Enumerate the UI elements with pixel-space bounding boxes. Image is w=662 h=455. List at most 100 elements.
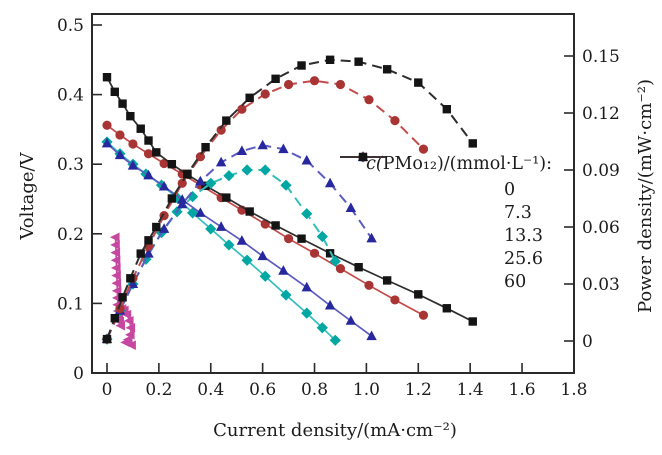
data-point-marker bbox=[241, 164, 253, 176]
data-point-marker bbox=[115, 304, 125, 314]
data-point-marker bbox=[364, 95, 374, 105]
data-point-marker bbox=[335, 79, 346, 90]
data-point-marker bbox=[102, 120, 112, 130]
y-left-tick-label: 0 bbox=[73, 364, 84, 384]
x-tick-label: 1.4 bbox=[457, 380, 484, 400]
data-point-marker bbox=[260, 89, 270, 99]
series-60-power bbox=[102, 55, 477, 344]
legend-entry-label: 60 bbox=[504, 271, 527, 292]
data-point-marker bbox=[115, 130, 125, 140]
data-point-marker bbox=[283, 234, 294, 244]
data-point-marker bbox=[222, 193, 231, 202]
data-point-marker bbox=[127, 159, 139, 170]
data-point-marker bbox=[390, 295, 400, 305]
data-point-marker bbox=[468, 317, 477, 326]
y-left-tick-label: 0.4 bbox=[57, 86, 84, 106]
data-point-marker bbox=[271, 74, 280, 83]
x-tick-label: 1.8 bbox=[560, 380, 587, 400]
data-point-marker bbox=[127, 278, 139, 288]
y-right-tick-label: 0.15 bbox=[582, 47, 620, 67]
data-point-marker bbox=[257, 139, 268, 150]
data-point-marker bbox=[215, 156, 227, 167]
data-point-marker bbox=[316, 322, 328, 334]
data-point-marker bbox=[144, 236, 153, 245]
data-point-marker bbox=[278, 143, 289, 154]
data-point-marker bbox=[102, 334, 112, 344]
data-point-marker bbox=[114, 149, 126, 160]
data-point-marker bbox=[110, 240, 120, 250]
data-point-marker bbox=[121, 309, 132, 320]
data-point-marker bbox=[216, 125, 226, 135]
data-point-marker bbox=[414, 78, 423, 87]
data-point-marker bbox=[195, 207, 206, 217]
data-point-marker bbox=[280, 289, 292, 301]
data-point-marker bbox=[354, 57, 363, 66]
data-point-marker bbox=[158, 180, 170, 191]
data-point-marker bbox=[301, 307, 313, 319]
data-point-marker bbox=[245, 207, 254, 216]
data-point-marker bbox=[280, 179, 292, 191]
data-point-marker bbox=[110, 247, 121, 258]
data-point-marker bbox=[136, 124, 145, 133]
data-point-marker bbox=[345, 202, 357, 212]
data-point-marker bbox=[382, 65, 392, 74]
legend-rows: 0 7.3 13.3 25.6 60 bbox=[340, 151, 556, 293]
data-point-marker bbox=[414, 290, 423, 299]
data-point-marker bbox=[159, 158, 169, 169]
data-point-marker bbox=[309, 76, 320, 86]
y-axis-label-left: Voltage/V bbox=[17, 152, 38, 240]
data-point-marker bbox=[301, 154, 312, 165]
data-point-marker bbox=[309, 248, 320, 258]
series-0-voltage bbox=[109, 232, 136, 350]
data-point-marker bbox=[366, 232, 377, 243]
x-tick-label: 0 bbox=[102, 380, 113, 400]
data-point-marker bbox=[123, 316, 134, 326]
x-tick-label: 1.6 bbox=[509, 380, 536, 400]
series-13.3-power bbox=[101, 139, 377, 344]
data-point-marker bbox=[109, 232, 120, 243]
data-point-marker bbox=[110, 314, 119, 323]
data-point-marker bbox=[177, 198, 188, 209]
series-60-voltage bbox=[102, 73, 477, 326]
legend: c(PMo₁₂)/(mmol·L⁻¹): 0 7.3 13.3 25.6 60 bbox=[340, 150, 556, 293]
data-point-marker bbox=[158, 223, 170, 233]
legend-entry-label: 13.3 bbox=[504, 225, 543, 246]
legend-square-swatch bbox=[340, 152, 386, 162]
data-point-marker bbox=[390, 116, 400, 126]
data-point-marker bbox=[111, 278, 122, 289]
x-tick-label: 0.4 bbox=[197, 380, 224, 400]
data-point-marker bbox=[297, 234, 306, 243]
data-point-marker bbox=[324, 299, 336, 310]
data-point-marker bbox=[143, 248, 154, 258]
x-tick-label: 0.6 bbox=[249, 380, 276, 400]
data-point-marker bbox=[152, 148, 161, 157]
legend-entry-7.3: 7.3 bbox=[340, 151, 556, 224]
data-point-marker bbox=[118, 99, 127, 108]
data-point-marker bbox=[468, 139, 477, 148]
data-point-marker bbox=[115, 320, 126, 331]
data-point-marker bbox=[236, 145, 248, 155]
data-point-marker bbox=[126, 340, 136, 350]
legend-entry-13.3: 13.3 bbox=[340, 151, 556, 247]
legend-entry-25.6: 25.6 bbox=[340, 152, 556, 270]
x-tick-label: 0.8 bbox=[301, 380, 328, 400]
data-point-marker bbox=[358, 152, 368, 162]
data-point-marker bbox=[126, 274, 135, 283]
data-point-marker bbox=[201, 143, 210, 152]
y-right-tick-label: 0.03 bbox=[582, 275, 620, 295]
data-point-marker bbox=[245, 93, 254, 102]
data-point-marker bbox=[325, 55, 335, 64]
data-point-marker bbox=[126, 111, 135, 121]
data-point-marker bbox=[110, 263, 121, 273]
data-point-marker bbox=[118, 293, 127, 302]
plot-frame bbox=[91, 13, 575, 374]
data-point-marker bbox=[102, 73, 112, 82]
x-axis-label: Current density/(mA·cm⁻²) bbox=[213, 420, 457, 441]
data-point-marker bbox=[143, 149, 154, 159]
data-point-marker bbox=[354, 263, 363, 272]
data-point-marker bbox=[324, 177, 336, 188]
y-left-tick-label: 0.3 bbox=[57, 155, 84, 175]
data-point-marker bbox=[259, 270, 271, 282]
data-point-marker bbox=[442, 304, 452, 313]
